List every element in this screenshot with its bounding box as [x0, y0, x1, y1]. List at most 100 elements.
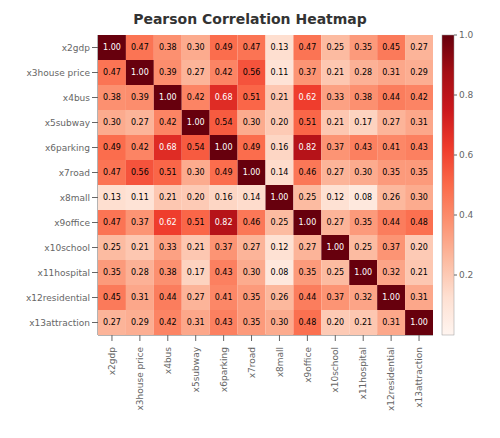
svg-text:x11hospital: x11hospital: [358, 347, 368, 399]
svg-text:1.00: 1.00: [215, 143, 233, 152]
svg-text:0.6: 0.6: [459, 150, 474, 160]
svg-text:0.08: 0.08: [271, 268, 289, 277]
svg-text:0.31: 0.31: [131, 293, 149, 302]
svg-text:1.00: 1.00: [271, 193, 289, 202]
svg-text:0.42: 0.42: [131, 143, 149, 152]
svg-text:0.47: 0.47: [131, 43, 149, 52]
svg-text:0.21: 0.21: [159, 193, 177, 202]
svg-text:0.51: 0.51: [187, 218, 205, 227]
svg-text:x6parking: x6parking: [45, 143, 90, 153]
svg-text:0.8: 0.8: [459, 90, 474, 100]
svg-text:0.20: 0.20: [187, 193, 205, 202]
svg-text:0.31: 0.31: [187, 318, 205, 327]
svg-text:0.47: 0.47: [298, 43, 316, 52]
svg-text:0.21: 0.21: [271, 93, 289, 102]
svg-text:x3house price: x3house price: [135, 347, 145, 411]
svg-text:0.17: 0.17: [187, 268, 205, 277]
svg-text:0.35: 0.35: [243, 293, 261, 302]
svg-text:x9office: x9office: [54, 218, 90, 228]
svg-text:0.13: 0.13: [103, 193, 121, 202]
svg-text:x10school: x10school: [330, 347, 340, 393]
svg-text:0.33: 0.33: [326, 93, 344, 102]
svg-text:x4bus: x4bus: [63, 93, 90, 103]
svg-text:1.00: 1.00: [159, 93, 177, 102]
svg-text:0.4: 0.4: [459, 210, 474, 220]
svg-text:x13attraction: x13attraction: [29, 318, 90, 328]
svg-text:0.30: 0.30: [243, 118, 261, 127]
svg-text:0.68: 0.68: [159, 143, 177, 152]
svg-text:0.14: 0.14: [243, 193, 261, 202]
svg-text:0.42: 0.42: [159, 318, 177, 327]
svg-text:1.00: 1.00: [131, 68, 149, 77]
svg-text:0.51: 0.51: [243, 93, 261, 102]
svg-text:0.37: 0.37: [298, 68, 316, 77]
svg-text:0.11: 0.11: [271, 68, 289, 77]
svg-text:0.28: 0.28: [131, 268, 149, 277]
svg-text:0.27: 0.27: [410, 43, 428, 52]
svg-text:0.2: 0.2: [459, 270, 473, 280]
svg-text:0.43: 0.43: [215, 268, 233, 277]
svg-text:0.12: 0.12: [271, 243, 289, 252]
svg-text:0.26: 0.26: [382, 193, 400, 202]
svg-text:0.39: 0.39: [131, 93, 149, 102]
svg-text:0.29: 0.29: [410, 68, 428, 77]
svg-text:0.62: 0.62: [298, 93, 316, 102]
svg-text:0.37: 0.37: [215, 243, 233, 252]
svg-text:0.42: 0.42: [215, 68, 233, 77]
svg-text:0.35: 0.35: [103, 268, 121, 277]
svg-text:1.00: 1.00: [298, 218, 316, 227]
svg-text:0.30: 0.30: [271, 318, 289, 327]
svg-text:0.25: 0.25: [326, 43, 344, 52]
svg-text:0.08: 0.08: [354, 193, 372, 202]
svg-text:0.17: 0.17: [354, 118, 372, 127]
svg-text:0.27: 0.27: [187, 293, 205, 302]
svg-text:x2gdp: x2gdp: [107, 347, 117, 375]
svg-text:0.33: 0.33: [159, 243, 177, 252]
svg-text:0.21: 0.21: [326, 68, 344, 77]
svg-text:0.46: 0.46: [243, 218, 261, 227]
svg-text:0.27: 0.27: [326, 168, 344, 177]
svg-text:0.12: 0.12: [326, 193, 344, 202]
svg-text:x6parking: x6parking: [219, 347, 229, 392]
svg-text:0.43: 0.43: [354, 143, 372, 152]
svg-text:0.37: 0.37: [326, 143, 344, 152]
svg-text:0.43: 0.43: [410, 143, 428, 152]
svg-text:0.49: 0.49: [215, 168, 233, 177]
svg-text:0.20: 0.20: [271, 118, 289, 127]
svg-text:0.51: 0.51: [159, 168, 177, 177]
svg-text:0.35: 0.35: [243, 318, 261, 327]
svg-text:0.30: 0.30: [410, 193, 428, 202]
svg-text:0.38: 0.38: [159, 43, 177, 52]
svg-text:x3house price: x3house price: [27, 68, 91, 78]
svg-text:0.49: 0.49: [103, 143, 121, 152]
svg-text:0.42: 0.42: [187, 93, 205, 102]
svg-text:0.21: 0.21: [410, 268, 428, 277]
svg-text:0.44: 0.44: [159, 293, 177, 302]
svg-text:0.31: 0.31: [382, 318, 400, 327]
svg-text:0.62: 0.62: [159, 218, 177, 227]
svg-text:0.32: 0.32: [354, 293, 372, 302]
svg-text:0.25: 0.25: [354, 243, 372, 252]
svg-text:0.20: 0.20: [326, 318, 344, 327]
svg-text:0.45: 0.45: [382, 43, 400, 52]
svg-text:x8mall: x8mall: [275, 347, 285, 377]
svg-text:0.16: 0.16: [271, 143, 289, 152]
svg-text:0.31: 0.31: [410, 118, 428, 127]
svg-text:0.82: 0.82: [215, 218, 233, 227]
svg-text:0.32: 0.32: [382, 268, 400, 277]
svg-text:0.54: 0.54: [187, 143, 205, 152]
svg-text:0.37: 0.37: [131, 218, 149, 227]
svg-text:0.30: 0.30: [354, 168, 372, 177]
svg-text:0.45: 0.45: [103, 293, 121, 302]
svg-text:0.27: 0.27: [131, 118, 149, 127]
svg-text:1.00: 1.00: [382, 293, 400, 302]
svg-text:0.27: 0.27: [382, 118, 400, 127]
svg-text:0.47: 0.47: [243, 43, 261, 52]
svg-text:1.00: 1.00: [326, 243, 344, 252]
svg-text:0.42: 0.42: [410, 93, 428, 102]
svg-text:0.37: 0.37: [382, 243, 400, 252]
svg-text:x10school: x10school: [44, 243, 90, 253]
svg-text:0.35: 0.35: [410, 168, 428, 177]
svg-text:0.38: 0.38: [354, 93, 372, 102]
svg-text:0.49: 0.49: [215, 43, 233, 52]
